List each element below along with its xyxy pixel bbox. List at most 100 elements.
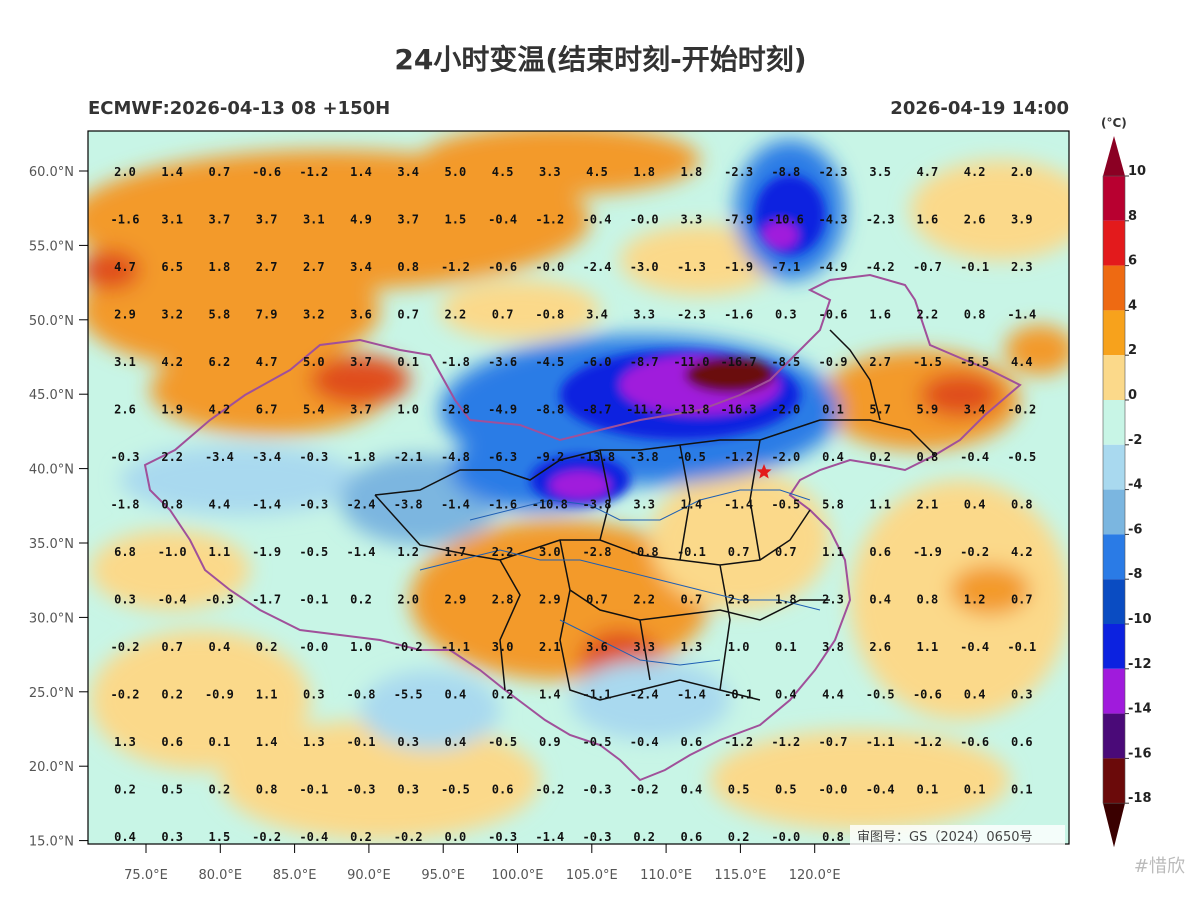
lon-label: 115.0°E [714, 868, 766, 883]
grid-value: -0.5 [866, 688, 895, 702]
grid-value: 0.5 [775, 783, 797, 797]
colorbar-segment [1103, 624, 1125, 669]
grid-value: -0.4 [299, 830, 328, 844]
grid-value: -0.3 [347, 783, 376, 797]
grid-value: 3.7 [350, 403, 372, 417]
grid-value: 1.3 [681, 640, 703, 654]
grid-value: 3.5 [869, 165, 891, 179]
grid-value: -1.9 [724, 260, 753, 274]
lat-label: 40.0°N [29, 463, 74, 478]
grid-value: 0.2 [633, 830, 655, 844]
grid-value: 0.8 [822, 830, 844, 844]
lat-label: 20.0°N [29, 760, 74, 775]
grid-value: -4.3 [819, 213, 848, 227]
grid-value: 1.8 [775, 593, 797, 607]
temperature-field [88, 131, 1069, 844]
grid-value: 0.3 [397, 783, 419, 797]
grid-value: -0.8 [630, 545, 659, 559]
grid-value: -2.4 [630, 688, 659, 702]
grid-value: 5.8 [822, 498, 844, 512]
lat-label: 50.0°N [29, 314, 74, 329]
grid-value: -0.9 [819, 355, 848, 369]
lon-label: 80.0°E [198, 868, 242, 883]
grid-value: -0.1 [299, 783, 328, 797]
grid-value: -0.8 [535, 308, 564, 322]
grid-value: -3.8 [630, 450, 659, 464]
lon-label: 110.0°E [640, 868, 692, 883]
grid-value: 0.3 [303, 688, 325, 702]
grid-value: 3.1 [161, 213, 183, 227]
lon-label: 120.0°E [789, 868, 841, 883]
grid-value: 5.0 [303, 355, 325, 369]
svg-text:审图号：GS（2024）0650号: 审图号：GS（2024）0650号 [857, 830, 1033, 845]
grid-value: 4.7 [917, 165, 939, 179]
grid-value: -1.8 [111, 498, 140, 512]
colorbar-segment [1103, 713, 1125, 759]
grid-value: 0.1 [917, 783, 939, 797]
grid-value: 0.4 [964, 688, 986, 702]
grid-value: -0.5 [488, 735, 517, 749]
grid-value: -0.2 [111, 640, 140, 654]
grid-value: 0.1 [822, 403, 844, 417]
grid-value: -1.2 [771, 735, 800, 749]
grid-value: 0.6 [681, 830, 703, 844]
grid-value: -2.0 [771, 403, 800, 417]
grid-value: 0.8 [917, 593, 939, 607]
grid-value: 7.9 [256, 308, 278, 322]
grid-value: -1.0 [158, 545, 187, 559]
colorbar-level-label: 0 [1128, 388, 1137, 403]
grid-value: 0.1 [1011, 783, 1033, 797]
grid-value: -5.5 [960, 355, 989, 369]
grid-value: -2.8 [441, 403, 470, 417]
grid-value: 2.2 [161, 450, 183, 464]
grid-value: -0.7 [819, 735, 848, 749]
grid-value: 1.8 [633, 165, 655, 179]
grid-value: 1.9 [161, 403, 183, 417]
grid-value: -0.4 [583, 213, 612, 227]
colorbar-level-label: -10 [1128, 612, 1152, 627]
grid-value: -0.0 [535, 260, 564, 274]
grid-value: 0.4 [209, 640, 231, 654]
colorbar-level-label: 8 [1128, 209, 1137, 224]
grid-value: -3.0 [630, 260, 659, 274]
grid-value: -3.8 [583, 498, 612, 512]
grid-value: -0.0 [771, 830, 800, 844]
grid-value: 5.9 [917, 403, 939, 417]
grid-value: 0.7 [1011, 593, 1033, 607]
grid-value: 3.8 [822, 640, 844, 654]
grid-value: -1.4 [252, 498, 281, 512]
grid-value: -13.8 [673, 403, 709, 417]
grid-value: 0.8 [256, 783, 278, 797]
grid-value: -10.6 [768, 213, 804, 227]
grid-value: -2.4 [347, 498, 376, 512]
grid-value: -0.8 [347, 688, 376, 702]
grid-value: 4.5 [586, 165, 608, 179]
grid-value: -0.3 [111, 450, 140, 464]
grid-value: 0.7 [586, 593, 608, 607]
axis-ticks [79, 170, 816, 853]
colorbar-segment [1103, 265, 1125, 311]
grid-value: 1.8 [681, 165, 703, 179]
grid-value: 1.4 [256, 735, 278, 749]
grid-value: -0.1 [1007, 640, 1036, 654]
grid-value: 0.2 [161, 688, 183, 702]
grid-value: 4.4 [209, 498, 231, 512]
lon-label: 85.0°E [273, 868, 317, 883]
grid-value: 2.8 [492, 593, 514, 607]
lat-label: 25.0°N [29, 686, 74, 701]
grid-value: -1.7 [252, 593, 281, 607]
colorbar-unit: (°C) [1101, 116, 1127, 130]
grid-value: -1.8 [441, 355, 470, 369]
grid-value: -0.1 [299, 593, 328, 607]
grid-value: 4.2 [161, 355, 183, 369]
grid-value: 1.5 [209, 830, 231, 844]
grid-value: -0.2 [535, 783, 564, 797]
grid-value: -10.8 [532, 498, 568, 512]
grid-value: 0.3 [775, 308, 797, 322]
grid-value: 0.1 [397, 355, 419, 369]
grid-value: -7.1 [771, 260, 800, 274]
grid-value: 2.9 [539, 593, 561, 607]
grid-value: -1.1 [441, 640, 470, 654]
grid-value: 3.2 [303, 308, 325, 322]
grid-value: -1.2 [724, 735, 753, 749]
